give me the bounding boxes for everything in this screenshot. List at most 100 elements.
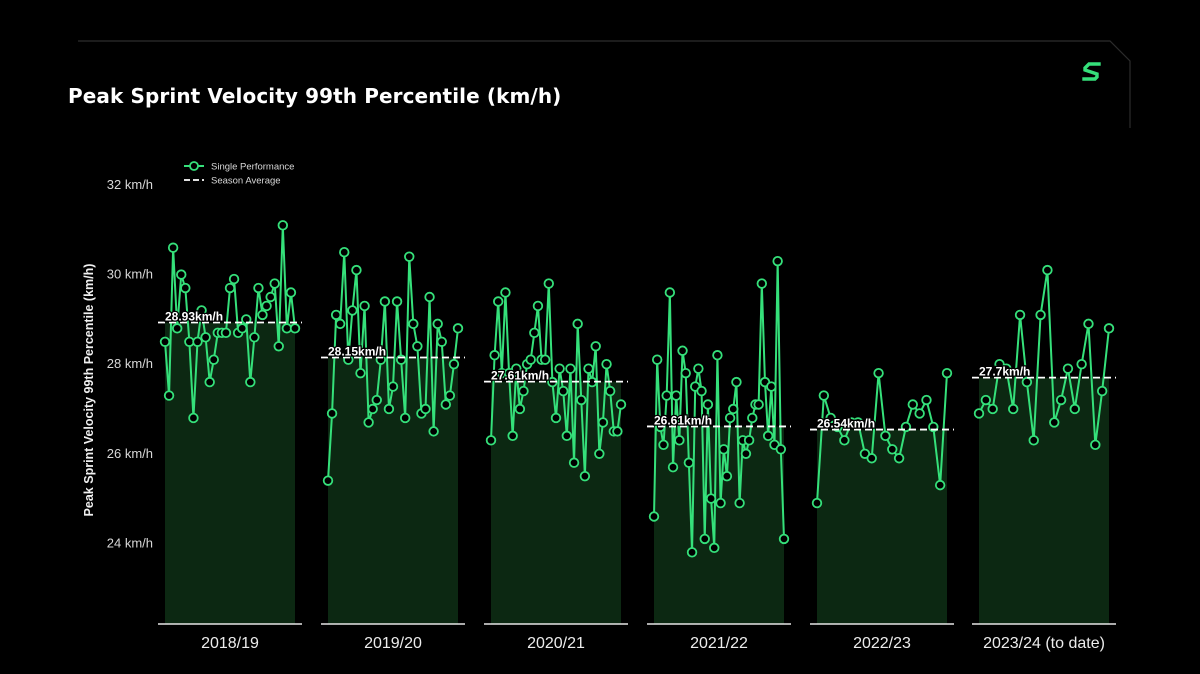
data-point bbox=[561, 430, 573, 442]
data-point bbox=[257, 309, 268, 321]
data-point bbox=[696, 385, 707, 397]
y-axis-label: Peak Sprint Velocity 99th Percentile (km… bbox=[82, 264, 96, 517]
data-point bbox=[322, 475, 334, 486]
y-tick-label: 28 km/h bbox=[107, 356, 153, 371]
data-point bbox=[731, 376, 742, 388]
x-axis-labels: 2018/19 2019/20 2020/21 2021/22 2022/23 2023/… bbox=[201, 635, 1105, 652]
data-point bbox=[1008, 403, 1019, 415]
data-point bbox=[648, 511, 660, 522]
data-point bbox=[399, 412, 411, 424]
data-point bbox=[658, 439, 669, 451]
season-average-label: 28.15km/h bbox=[328, 344, 386, 358]
data-point bbox=[1021, 376, 1033, 388]
data-point bbox=[289, 323, 301, 334]
x-tick-label: 2020/21 bbox=[527, 635, 585, 652]
data-point bbox=[326, 408, 338, 419]
data-point bbox=[330, 309, 342, 321]
y-tick-label: 26 km/h bbox=[107, 446, 153, 461]
data-point bbox=[404, 251, 415, 262]
y-tick-label: 24 km/h bbox=[107, 535, 153, 550]
data-point bbox=[558, 385, 569, 397]
data-point bbox=[408, 318, 419, 330]
data-point bbox=[1096, 385, 1108, 397]
data-point bbox=[921, 394, 932, 406]
data-point bbox=[893, 453, 905, 464]
season-average-label: 27.61km/h bbox=[491, 369, 549, 383]
legend-label: Single Performance bbox=[211, 162, 294, 173]
data-point bbox=[583, 363, 594, 374]
data-point bbox=[269, 278, 280, 289]
data-point bbox=[818, 390, 830, 401]
data-point bbox=[1049, 417, 1060, 428]
data-point bbox=[709, 542, 720, 554]
data-point bbox=[167, 242, 179, 253]
season-average-label: 28.93km/h bbox=[165, 310, 223, 324]
x-tick-label: 2021/22 bbox=[690, 635, 748, 652]
data-point bbox=[163, 390, 175, 401]
x-tick-label: 2018/19 bbox=[201, 635, 259, 652]
data-point bbox=[428, 426, 439, 437]
data-point bbox=[743, 435, 755, 446]
y-axis: 24 km/h 26 km/h 28 km/h 30 km/h 32 km/h Peak … bbox=[82, 177, 153, 550]
data-point bbox=[420, 403, 431, 415]
data-point bbox=[670, 390, 682, 401]
data-point bbox=[987, 403, 998, 415]
season-area bbox=[817, 429, 947, 624]
data-point bbox=[489, 350, 500, 361]
data-point bbox=[594, 448, 605, 459]
data-point bbox=[1062, 363, 1074, 374]
data-point bbox=[1028, 435, 1039, 446]
data-point bbox=[241, 314, 252, 325]
data-point bbox=[265, 291, 276, 303]
data-point bbox=[740, 448, 752, 459]
series-line bbox=[653, 260, 785, 554]
data-point bbox=[866, 453, 877, 464]
data-point bbox=[518, 385, 529, 397]
data-point bbox=[550, 412, 562, 424]
data-point bbox=[529, 327, 540, 339]
data-point bbox=[436, 336, 447, 347]
data-point bbox=[980, 394, 992, 406]
season-average-label: 26.54km/h bbox=[817, 417, 875, 431]
season-average-label: 27.7km/h bbox=[979, 365, 1030, 379]
data-point bbox=[852, 417, 864, 428]
data-point bbox=[412, 341, 423, 352]
data-point bbox=[934, 479, 946, 491]
data-point bbox=[432, 318, 443, 330]
data-point bbox=[236, 323, 248, 334]
data-point bbox=[724, 412, 736, 424]
data-point bbox=[159, 336, 171, 347]
data-point bbox=[973, 408, 985, 419]
data-point bbox=[1103, 323, 1115, 334]
data-point bbox=[363, 417, 374, 428]
data-point bbox=[1069, 403, 1080, 415]
legend-label: Season Average bbox=[211, 176, 281, 187]
data-point bbox=[539, 354, 551, 365]
data-point bbox=[440, 399, 452, 410]
data-point bbox=[543, 278, 554, 289]
season-area bbox=[165, 322, 295, 624]
data-point bbox=[686, 547, 698, 558]
data-point bbox=[674, 435, 685, 446]
data-point bbox=[775, 444, 787, 455]
data-point bbox=[572, 318, 583, 330]
data-point bbox=[576, 394, 587, 406]
y-tick-label: 30 km/h bbox=[107, 267, 153, 282]
data-point bbox=[379, 296, 391, 307]
data-point bbox=[1035, 309, 1046, 321]
data-point bbox=[715, 497, 726, 509]
data-point bbox=[664, 287, 676, 298]
data-point bbox=[680, 367, 691, 379]
data-point bbox=[204, 376, 215, 388]
data-point bbox=[693, 363, 704, 374]
data-point bbox=[228, 273, 240, 285]
data-point bbox=[762, 430, 774, 442]
data-point bbox=[200, 332, 211, 343]
data-point bbox=[772, 255, 783, 267]
y-tick-label: 32 km/h bbox=[107, 177, 153, 192]
data-point bbox=[825, 412, 836, 424]
data-point bbox=[766, 381, 777, 392]
data-point bbox=[448, 358, 460, 370]
data-point bbox=[424, 291, 435, 303]
